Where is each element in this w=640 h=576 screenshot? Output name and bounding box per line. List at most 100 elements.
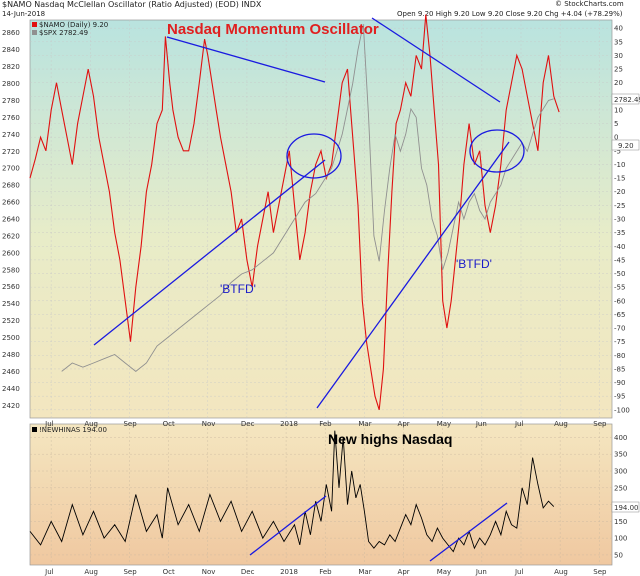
new-highs-tick-label: 150 bbox=[614, 518, 627, 526]
resistance-line-2 bbox=[371, 17, 501, 103]
price-tick-label: 2520 bbox=[2, 317, 20, 325]
x-tick-label: May bbox=[437, 420, 451, 428]
x-tick-label: Aug bbox=[84, 420, 98, 428]
price-axis-labels: 2420 2440 2460 2480 2500 2520 2540 2560 2580 2600… bbox=[2, 29, 20, 410]
oscillator-tick-label: -20 bbox=[614, 188, 625, 196]
x-tick-label: Jun bbox=[475, 420, 487, 428]
oscillator-title: Nasdaq Momentum Oscillator bbox=[167, 21, 379, 38]
price-tick-label: 2720 bbox=[2, 148, 20, 156]
oscillator-tick-label: -15 bbox=[614, 175, 625, 183]
oscillator-tick-label: -50 bbox=[614, 270, 625, 278]
btfd-label-2: 'BTFD' bbox=[456, 257, 492, 271]
oscillator-tick-label: -80 bbox=[614, 352, 625, 360]
legend-namo: $NAMO (Daily) 9.20 bbox=[39, 21, 108, 29]
x-tick-label: Apr bbox=[398, 420, 410, 428]
oscillator-tick-label: -45 bbox=[614, 256, 625, 264]
new-highs-series bbox=[29, 430, 555, 553]
x-tick-label: Nov bbox=[202, 420, 216, 428]
oscillator-tick-label: -25 bbox=[614, 202, 625, 210]
resistance-line-1 bbox=[166, 36, 326, 83]
price-tick-label: 2620 bbox=[2, 232, 20, 240]
namo-last-value: 9.20 bbox=[618, 142, 634, 150]
oscillator-tick-label: -30 bbox=[614, 216, 625, 224]
oscillator-tick-label: -60 bbox=[614, 297, 625, 305]
price-tick-label: 2860 bbox=[2, 29, 20, 37]
x-tick-label: Feb bbox=[319, 568, 332, 576]
new-highs-tick-label: 50 bbox=[614, 551, 623, 559]
price-tick-label: 2660 bbox=[2, 199, 20, 207]
new-highs-title: New highs Nasdaq bbox=[328, 431, 452, 447]
new-highs-panel: 40035030025020015010050 New highs Nasdaq… bbox=[29, 423, 640, 566]
legend-newhinas: !NEWHINAS 194.00 bbox=[39, 426, 107, 434]
x-tick-label: Apr bbox=[398, 568, 410, 576]
oscillator-tick-label: -35 bbox=[614, 229, 625, 237]
price-tick-label: 2700 bbox=[2, 165, 20, 173]
price-tick-label: 2420 bbox=[2, 402, 20, 410]
x-tick-label: Oct bbox=[163, 568, 175, 576]
oscillator-tick-label: -65 bbox=[614, 311, 625, 319]
trendlines bbox=[93, 17, 525, 409]
oscillator-tick-label: -5 bbox=[614, 147, 621, 155]
series-line-spx bbox=[61, 24, 554, 372]
series-line-newhinas bbox=[29, 430, 555, 553]
oscillator-tick-label: 10 bbox=[614, 106, 623, 114]
oscillator-panel: 2420244024602480250025202540256025802600… bbox=[2, 14, 640, 419]
price-tick-label: 2800 bbox=[2, 80, 20, 88]
oscillator-tick-label: -85 bbox=[614, 365, 625, 373]
x-tick-label: Sep bbox=[593, 420, 607, 428]
legend-swatch-spx bbox=[32, 30, 37, 35]
oscillator-series bbox=[29, 14, 560, 410]
oscillator-plot-area bbox=[29, 19, 613, 419]
legend-swatch-namo bbox=[32, 22, 37, 27]
price-tick-label: 2740 bbox=[2, 131, 20, 139]
oscillator-tick-label: -70 bbox=[614, 325, 625, 333]
new-highs-trendline-2 bbox=[429, 502, 508, 562]
namo-last-tag bbox=[611, 139, 640, 151]
price-tick-label: 2500 bbox=[2, 334, 20, 342]
new-highs-trendline-1 bbox=[249, 495, 327, 556]
x-tick-label: Dec bbox=[241, 420, 255, 428]
oscillator-axis-labels: 4035302520151050-5-10-15-20-25-30-35-40-… bbox=[614, 25, 630, 415]
price-tick-label: 2460 bbox=[2, 368, 20, 376]
spx-last-tag bbox=[611, 93, 640, 105]
oscillator-gridlines bbox=[30, 20, 612, 418]
highlight-circle-1 bbox=[286, 133, 342, 179]
oscillator-tick-label: 5 bbox=[614, 120, 618, 128]
stockcharts-brand: © StockCharts.com bbox=[555, 0, 624, 8]
x-tick-label: Aug bbox=[554, 568, 568, 576]
chart-date: 14-Jun-2018 bbox=[2, 10, 46, 18]
x-tick-label: Sep bbox=[123, 568, 137, 576]
oscillator-tick-label: 30 bbox=[614, 52, 623, 60]
btfd-support-line-2 bbox=[316, 141, 510, 409]
x-tick-label: Mar bbox=[358, 568, 371, 576]
new-highs-tick-label: 250 bbox=[614, 484, 627, 492]
x-tick-label: May bbox=[437, 568, 451, 576]
x-tick-label: Jul bbox=[514, 568, 524, 576]
new-highs-axis-labels: 40035030025020015010050 bbox=[614, 434, 627, 560]
new-highs-x-axis-labels: Jul Aug Sep Oct Nov Dec 2018 Feb Mar Apr May Jun Jul… bbox=[44, 568, 607, 576]
new-highs-tick-label: 400 bbox=[614, 434, 627, 442]
ohlc-readout: Open 9.20 High 9.20 Low 9.20 Close 9.20 … bbox=[397, 10, 623, 18]
x-tick-label: Mar bbox=[358, 420, 371, 428]
symbol-line: $NAMO Nasdaq McClellan Oscillator (Ratio… bbox=[2, 0, 262, 9]
oscillator-tick-label: 25 bbox=[614, 66, 623, 74]
chart-header: $NAMO Nasdaq McClellan Oscillator (Ratio… bbox=[0, 0, 640, 18]
oscillator-tick-label: -55 bbox=[614, 284, 625, 292]
oscillator-tick-label: -95 bbox=[614, 393, 625, 401]
oscillator-tick-label: -10 bbox=[614, 161, 625, 169]
x-tick-label: Dec bbox=[241, 568, 255, 576]
price-tick-label: 2780 bbox=[2, 97, 20, 105]
newhinas-last-tag bbox=[611, 501, 640, 513]
x-tick-label: Aug bbox=[554, 420, 568, 428]
x-tick-label: Aug bbox=[84, 568, 98, 576]
price-tick-label: 2540 bbox=[2, 300, 20, 308]
price-tick-label: 2680 bbox=[2, 182, 20, 190]
x-tick-label: Oct bbox=[163, 420, 175, 428]
price-tick-label: 2820 bbox=[2, 63, 20, 71]
btfd-support-line-1 bbox=[93, 159, 326, 346]
x-tick-label: Jul bbox=[44, 420, 54, 428]
highlight-circle-2 bbox=[469, 129, 525, 173]
legend-spx: $SPX 2782.49 bbox=[39, 29, 88, 37]
oscillator-tick-label: -75 bbox=[614, 338, 625, 346]
